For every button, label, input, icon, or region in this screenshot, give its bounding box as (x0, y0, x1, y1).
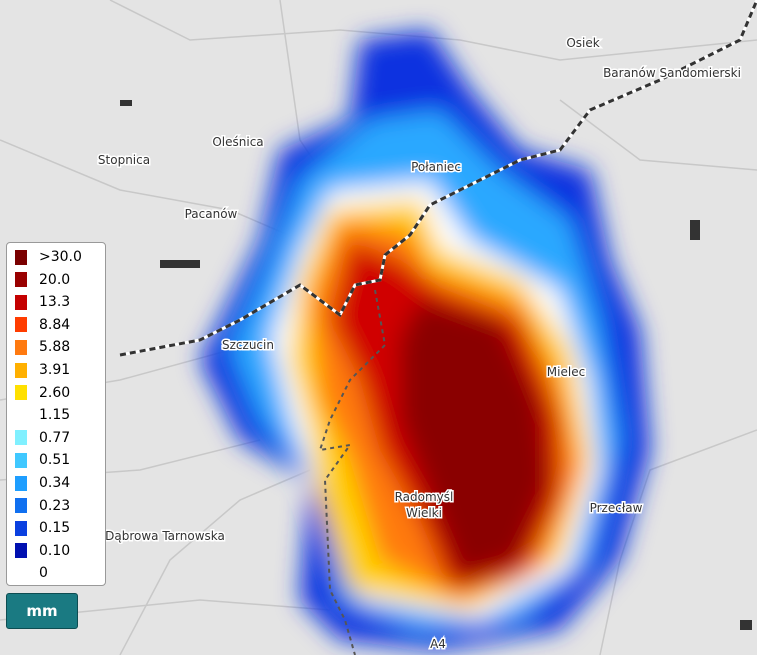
legend-swatch (15, 339, 27, 355)
place-label: A4 (430, 637, 446, 651)
legend-swatch (15, 475, 27, 491)
legend-swatch (15, 272, 27, 288)
legend-swatch (15, 430, 27, 446)
legend-label: 8.84 (39, 316, 71, 333)
legend-entry: 0.23 (15, 497, 70, 515)
legend-swatch (15, 294, 27, 310)
legend-swatch (15, 317, 27, 333)
legend-swatch (15, 565, 27, 581)
legend-entry: 0 (15, 564, 48, 582)
place-label: Połaniec (411, 160, 461, 174)
legend-label: 0 (39, 565, 48, 582)
legend: >30.0 20.0 13.3 8.84 5.88 3.91 2.60 1.15 0.77 0.5… (6, 242, 106, 586)
legend-entry: >30.0 (15, 248, 82, 266)
legend-swatch (15, 385, 27, 401)
legend-swatch (15, 362, 27, 378)
place-label: Szczucin (222, 338, 274, 352)
legend-label: 5.88 (39, 339, 71, 356)
legend-entry: 0.51 (15, 451, 70, 469)
legend-entry: 13.3 (15, 293, 70, 311)
legend-entry: 0.77 (15, 429, 70, 447)
place-label: Wielki (406, 506, 442, 520)
unit-button[interactable]: mm (6, 593, 78, 629)
place-label: Stopnica (98, 153, 150, 167)
legend-entry: 20.0 (15, 271, 70, 289)
legend-swatch (15, 249, 27, 265)
legend-label: 2.60 (39, 384, 71, 401)
place-label: Mielec (547, 365, 585, 379)
legend-label: 0.51 (39, 452, 71, 469)
place-label: Radomyśl (395, 490, 454, 504)
legend-swatch (15, 498, 27, 514)
legend-entry: 0.10 (15, 542, 70, 560)
legend-entry: 5.88 (15, 338, 70, 356)
legend-label: 20.0 (39, 271, 71, 288)
legend-entry: 3.91 (15, 361, 70, 379)
legend-entry: 8.84 (15, 316, 70, 334)
radar-overlay (200, 30, 650, 650)
legend-label: 0.77 (39, 429, 71, 446)
legend-entry: 1.15 (15, 406, 70, 424)
legend-entry: 2.60 (15, 384, 70, 402)
legend-label: >30.0 (39, 249, 82, 265)
legend-label: 3.91 (39, 362, 71, 378)
legend-entry: 0.34 (15, 474, 70, 492)
legend-swatch (15, 407, 27, 423)
place-label: Pacanów (185, 207, 238, 221)
legend-label: 13.3 (39, 294, 71, 311)
legend-label: 0.10 (39, 542, 71, 559)
place-label: Oleśnica (212, 135, 263, 149)
place-label: Osiek (566, 36, 599, 50)
legend-label: 1.15 (39, 407, 71, 424)
legend-label: 0.34 (39, 475, 71, 491)
legend-swatch (15, 452, 27, 468)
legend-swatch (15, 520, 27, 536)
legend-entry: 0.15 (15, 519, 70, 537)
legend-label: 0.15 (39, 520, 71, 537)
place-label: Baranów Sandomierski (603, 66, 741, 80)
border (119, 0, 757, 655)
legend-label: 0.23 (39, 497, 71, 514)
place-label: Przecław (590, 501, 643, 515)
legend-swatch (15, 543, 27, 559)
place-label: Dąbrowa Tarnowska (105, 529, 225, 543)
water (120, 100, 752, 630)
